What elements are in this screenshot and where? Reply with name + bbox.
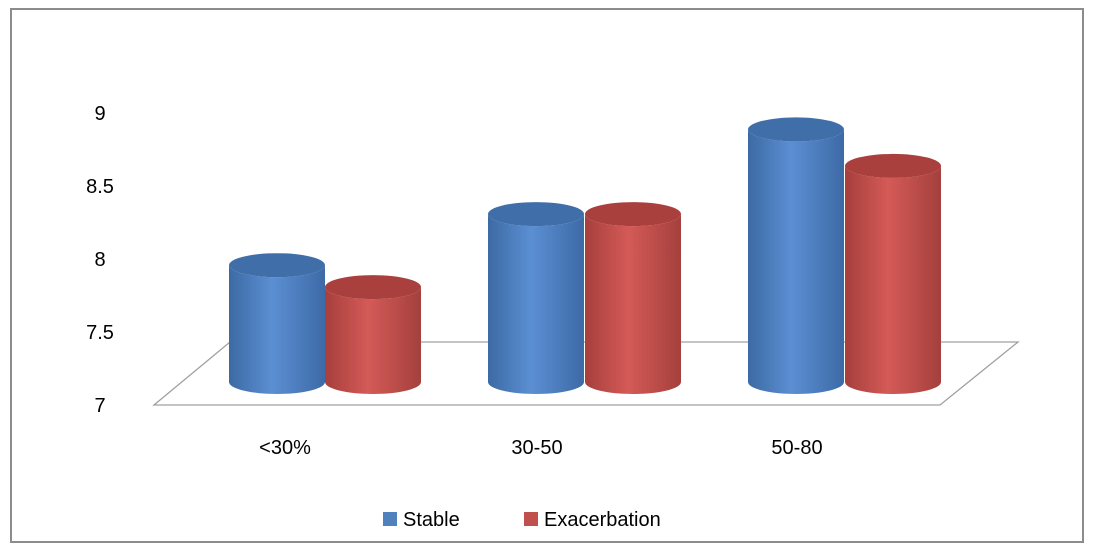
bar-exacerbation-3 [845, 153, 941, 394]
bar-body [585, 214, 681, 394]
bar-body [325, 287, 421, 394]
x-tick-label: 50-80 [771, 437, 822, 459]
floor-plane [152, 341, 1020, 406]
bar-top [488, 202, 584, 227]
y-tick-label: 7.5 [86, 322, 114, 344]
bar-top [748, 117, 844, 142]
legend: Stable Exacerbation [383, 509, 661, 531]
legend-item-stable: Stable [383, 509, 460, 531]
y-tick-label: 7 [94, 395, 105, 417]
bar-exacerbation-2 [585, 202, 681, 394]
legend-swatch-exacerbation [524, 512, 538, 526]
bar-top [229, 253, 325, 278]
legend-label-exacerbation: Exacerbation [544, 509, 661, 531]
bar-body [488, 214, 584, 394]
bar-top [325, 275, 421, 300]
x-axis-labels: <30% 30-50 50-80 [259, 437, 822, 459]
bar-top [585, 202, 681, 227]
legend-swatch-stable [383, 512, 397, 526]
legend-label-stable: Stable [403, 509, 460, 531]
y-tick-label: 8.5 [86, 176, 114, 198]
bar-stable-3 [748, 117, 844, 395]
bars [229, 117, 941, 395]
y-axis-ticks: 7 7.5 8 8.5 9 [86, 103, 114, 417]
y-tick-label: 9 [94, 103, 105, 125]
x-tick-label: 30-50 [511, 437, 562, 459]
bar-stable-1 [229, 253, 325, 394]
y-tick-label: 8 [94, 249, 105, 271]
bar-body [748, 129, 844, 395]
bar-body [845, 165, 941, 394]
bar-exacerbation-1 [325, 275, 421, 394]
bar-top [845, 153, 941, 178]
bar-body [229, 265, 325, 394]
legend-item-exacerbation: Exacerbation [524, 509, 661, 531]
bar-stable-2 [488, 202, 584, 394]
x-tick-label: <30% [259, 437, 311, 459]
